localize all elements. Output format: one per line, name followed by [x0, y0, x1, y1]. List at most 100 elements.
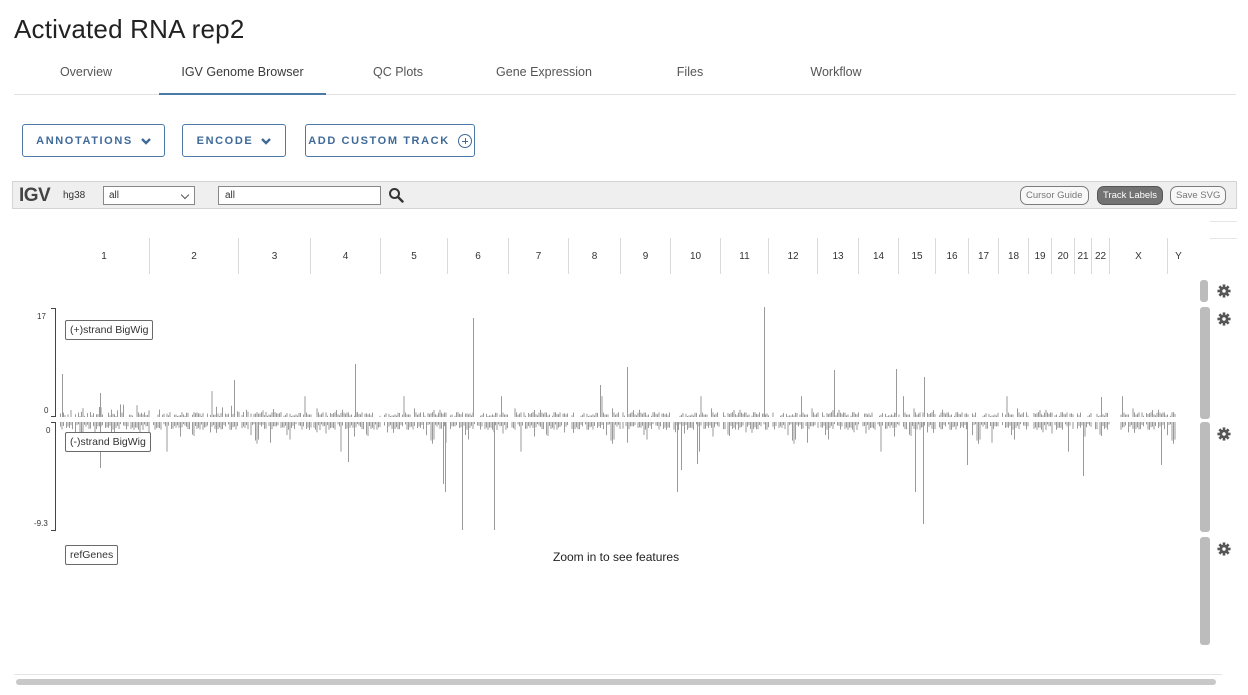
coverage-bar — [868, 422, 870, 430]
coverage-bar — [739, 409, 741, 417]
coverage-bar — [804, 414, 805, 417]
ideogram-track-gutter[interactable] — [1200, 280, 1208, 302]
coverage-bar — [951, 414, 952, 417]
coverage-bar — [246, 422, 247, 426]
search-icon[interactable] — [388, 187, 404, 203]
chromosome-19[interactable]: 19 — [1029, 238, 1052, 274]
tab-overview[interactable]: Overview — [59, 65, 113, 79]
coverage-bar — [528, 413, 529, 417]
coverage-bar — [546, 412, 547, 417]
coverage-bar — [1132, 422, 1134, 429]
coverage-bar — [390, 415, 391, 417]
coverage-bar — [394, 422, 396, 430]
chromosome-2[interactable]: 2 — [150, 238, 239, 274]
coverage-bar — [471, 422, 472, 426]
chromosome-select[interactable]: all — [103, 186, 195, 205]
horizontal-scrollbar[interactable] — [16, 679, 1216, 685]
coverage-bar — [1143, 415, 1144, 417]
coverage-bar — [229, 422, 231, 430]
chromosome-18[interactable]: 18 — [999, 238, 1029, 274]
save-svg-button[interactable]: Save SVG — [1170, 186, 1227, 205]
coverage-bar — [1174, 413, 1176, 417]
chromosome-16[interactable]: 16 — [936, 238, 969, 274]
chromosome-21[interactable]: 21 — [1075, 238, 1092, 274]
coverage-bar — [132, 415, 133, 417]
coverage-bar — [933, 410, 934, 417]
coverage-bar — [394, 414, 396, 417]
chromosome-6[interactable]: 6 — [448, 238, 509, 274]
minus-track-gutter[interactable] — [1200, 422, 1210, 532]
coverage-bar — [412, 422, 414, 430]
coverage-bar — [183, 414, 184, 417]
coverage-bar — [286, 422, 288, 436]
chromosome-12[interactable]: 12 — [769, 238, 818, 274]
coverage-bar — [823, 415, 825, 417]
chromosome-4[interactable]: 4 — [311, 238, 381, 274]
chromosome-9[interactable]: 9 — [621, 238, 671, 274]
coverage-bar — [1056, 414, 1057, 417]
coverage-bar — [327, 422, 328, 426]
refgenes-track-gutter[interactable] — [1200, 537, 1210, 645]
tab-gene-expression[interactable]: Gene Expression — [496, 65, 592, 79]
chromosome-x[interactable]: X — [1110, 238, 1168, 274]
chromosome-15[interactable]: 15 — [899, 238, 936, 274]
chromosome-8[interactable]: 8 — [569, 238, 621, 274]
coverage-bar — [658, 422, 660, 430]
coverage-bar — [784, 422, 786, 430]
coverage-bar — [822, 422, 823, 428]
coverage-bar — [283, 422, 285, 428]
plus-track-gutter[interactable] — [1200, 307, 1210, 419]
gear-icon[interactable] — [1217, 284, 1231, 298]
coverage-bar — [495, 412, 496, 417]
chromosome-y[interactable]: Y — [1175, 250, 1182, 262]
coverage-bar — [895, 422, 897, 428]
chromosome-13[interactable]: 13 — [818, 238, 859, 274]
coverage-bar — [543, 422, 544, 430]
coverage-bar — [618, 422, 619, 425]
coverage-bar — [862, 422, 864, 427]
chromosome-3[interactable]: 3 — [239, 238, 311, 274]
gear-icon[interactable] — [1217, 542, 1231, 556]
chromosome-5[interactable]: 5 — [381, 238, 448, 274]
tab-files[interactable]: Files — [676, 65, 704, 79]
encode-button[interactable]: ENCODE — [182, 124, 286, 157]
chromosome-20[interactable]: 20 — [1052, 238, 1075, 274]
chromosome-11[interactable]: 11 — [721, 238, 769, 274]
chromosome-14[interactable]: 14 — [859, 238, 899, 274]
coverage-bar — [426, 422, 427, 436]
coverage-bar — [123, 404, 124, 417]
cursor-guide-toggle[interactable]: Cursor Guide — [1020, 186, 1089, 205]
coverage-bar — [1134, 412, 1135, 417]
coverage-bar — [913, 408, 915, 417]
gear-icon[interactable] — [1217, 427, 1231, 441]
coverage-bar — [463, 422, 465, 426]
coverage-bar — [1128, 414, 1129, 417]
tab-qc-plots[interactable]: QC Plots — [372, 65, 423, 79]
coverage-bar — [343, 412, 345, 417]
chromosome-1[interactable]: 1 — [59, 238, 150, 274]
tab-workflow[interactable]: Workflow — [810, 65, 862, 79]
tab-igv-genome-browser[interactable]: IGV Genome Browser — [159, 58, 326, 95]
coverage-bar — [360, 414, 361, 417]
page-title: Activated RNA rep2 — [14, 14, 245, 44]
coverage-bar — [556, 422, 558, 430]
chromosome-7[interactable]: 7 — [509, 238, 569, 274]
track-labels-toggle[interactable]: Track Labels — [1097, 186, 1164, 205]
coverage-bar — [279, 413, 280, 417]
coverage-bar — [456, 412, 457, 417]
coverage-bar — [298, 412, 300, 417]
coverage-bar — [1125, 422, 1126, 426]
chromosome-10[interactable]: 10 — [671, 238, 721, 274]
locus-search-input[interactable]: all — [218, 186, 381, 205]
annotations-button[interactable]: ANNOTATIONS — [22, 124, 165, 157]
coverage-bar — [693, 422, 694, 430]
chromosome-22[interactable]: 22 — [1092, 238, 1110, 274]
chromosome-17[interactable]: 17 — [969, 238, 999, 274]
gear-icon[interactable] — [1217, 312, 1231, 326]
coverage-bar — [202, 413, 204, 417]
coverage-bar — [222, 407, 223, 417]
coverage-bar — [891, 422, 892, 426]
coverage-bar — [393, 422, 394, 433]
coverage-bar — [60, 413, 61, 417]
add-custom-track-button[interactable]: ADD CUSTOM TRACK — [305, 124, 475, 157]
